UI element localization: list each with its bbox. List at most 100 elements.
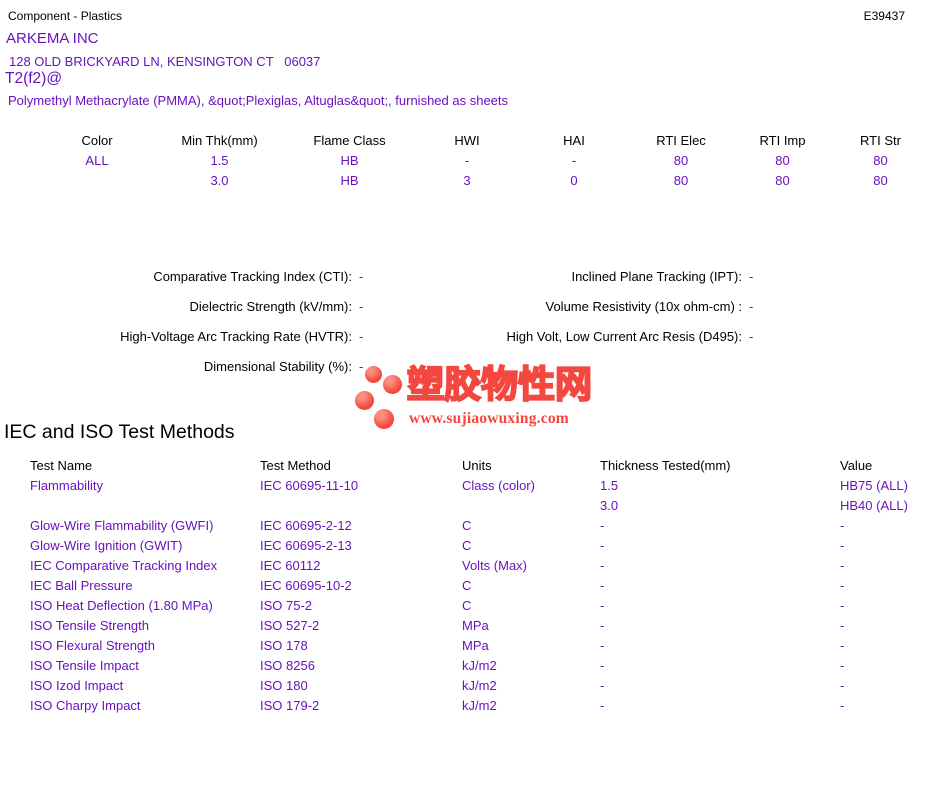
table-cell bbox=[260, 495, 462, 515]
table-cell: 80 bbox=[775, 152, 790, 168]
property-value: - bbox=[749, 299, 754, 314]
column-header-hai: HAI bbox=[563, 132, 585, 148]
table-cell: - bbox=[600, 597, 605, 613]
table-cell: ISO Tensile Impact bbox=[30, 657, 139, 673]
table-cell: ISO Heat Deflection (1.80 MPa) bbox=[30, 597, 213, 613]
property-label: High-Voltage Arc Tracking Rate (HVTR): bbox=[120, 329, 352, 344]
table-cell: - bbox=[840, 657, 845, 673]
table-cell: - bbox=[840, 617, 845, 633]
column-header-units: Units bbox=[462, 457, 492, 473]
table-row: Flammability IEC 60695-11-10 Class (colo… bbox=[30, 475, 920, 495]
property-label: Inclined Plane Tracking (IPT): bbox=[571, 269, 742, 284]
table-cell: ISO 178 bbox=[260, 637, 308, 653]
table-row: ISO Tensile Strength ISO 527-2 MPa - - bbox=[30, 615, 920, 635]
table-cell: - bbox=[600, 577, 605, 593]
table-cell: ISO 75-2 bbox=[260, 597, 313, 613]
column-header-hwi: HWI bbox=[454, 132, 480, 148]
watermark-chinese-logo: 塑胶物性网 bbox=[406, 363, 593, 406]
table-cell: Flammability bbox=[30, 477, 103, 493]
table-cell: ISO 8256 bbox=[260, 657, 315, 673]
table-cell: - bbox=[840, 577, 845, 593]
doc-type-label: Component - Plastics bbox=[8, 9, 123, 23]
column-header-test-name: Test Name bbox=[30, 457, 93, 473]
file-number: E39437 bbox=[863, 9, 905, 23]
table-row: ISO Charpy Impact ISO 179-2 kJ/m2 - - bbox=[30, 695, 920, 715]
table-cell: HB bbox=[340, 152, 359, 168]
table-cell: 80 bbox=[673, 172, 689, 188]
table-row: ALL 1.5 HB - - 80 80 80 bbox=[40, 150, 930, 170]
company-address: 128 OLD BRICKYARD LN, KENSINGTON CT 0603… bbox=[9, 54, 321, 69]
column-header-rti-elec: RTI Elec bbox=[656, 132, 706, 148]
property-value: - bbox=[359, 299, 364, 314]
table-cell: HB bbox=[340, 172, 359, 188]
table-cell: Glow-Wire Flammability (GWFI) bbox=[30, 517, 214, 533]
table-cell: MPa bbox=[462, 637, 489, 653]
table-row: ISO Flexural Strength ISO 178 MPa - - bbox=[30, 635, 920, 655]
watermark-website-url: www.sujiaowuxing.com bbox=[409, 410, 569, 427]
table-cell: - bbox=[600, 697, 605, 713]
iec-header-row: Test Name Test Method Units Thickness Te… bbox=[30, 455, 920, 475]
table-cell: 0 bbox=[570, 172, 578, 188]
table-cell: C bbox=[462, 597, 472, 613]
column-header-value: Value bbox=[840, 457, 873, 473]
property-value: - bbox=[359, 329, 364, 344]
electrical-properties-section: Comparative Tracking Index (CTI): - Incl… bbox=[0, 262, 950, 382]
table-cell: HB75 (ALL) bbox=[840, 477, 908, 493]
table-cell: - bbox=[600, 657, 605, 673]
table-cell: ISO Tensile Strength bbox=[30, 617, 149, 633]
table-cell: 80 bbox=[873, 172, 888, 188]
table-cell: ISO 527-2 bbox=[260, 617, 320, 633]
table-cell: - bbox=[840, 697, 845, 713]
company-name: ARKEMA INC bbox=[6, 30, 99, 47]
table-cell: - bbox=[840, 677, 845, 693]
table-cell: - bbox=[600, 637, 605, 653]
table-cell: 1.5 bbox=[600, 477, 619, 493]
table-cell: - bbox=[600, 677, 605, 693]
ratings-table: Color Min Thk(mm) Flame Class HWI HAI RT… bbox=[40, 130, 930, 190]
iec-iso-test-table: Test Name Test Method Units Thickness Te… bbox=[30, 455, 920, 715]
table-cell: HB40 (ALL) bbox=[840, 497, 908, 513]
table-cell: - bbox=[600, 537, 605, 553]
property-label: Volume Resistivity (10x ohm-cm) : bbox=[545, 299, 743, 314]
table-cell: Volts (Max) bbox=[462, 557, 528, 573]
table-cell: IEC 60112 bbox=[260, 557, 321, 573]
property-label: Comparative Tracking Index (CTI): bbox=[153, 269, 352, 284]
table-cell: 80 bbox=[673, 152, 689, 168]
table-row: ISO Izod Impact ISO 180 kJ/m2 - - bbox=[30, 675, 920, 695]
property-value: - bbox=[749, 329, 754, 344]
column-header-min-thk: Min Thk(mm) bbox=[181, 132, 258, 148]
table-cell: ISO 179-2 bbox=[260, 697, 320, 713]
table-cell: ISO Charpy Impact bbox=[30, 697, 141, 713]
table-row: IEC Comparative Tracking Index IEC 60112… bbox=[30, 555, 920, 575]
logo-dot-icon bbox=[365, 366, 382, 383]
property-label: Dielectric Strength (kV/mm): bbox=[189, 299, 352, 314]
table-cell: - bbox=[600, 617, 605, 633]
table-cell: MPa bbox=[462, 617, 489, 633]
table-cell: ISO Izod Impact bbox=[30, 677, 124, 693]
table-row: Glow-Wire Flammability (GWFI) IEC 60695-… bbox=[30, 515, 920, 535]
table-cell: - bbox=[840, 637, 845, 653]
table-cell: - bbox=[600, 557, 605, 573]
property-label: High Volt, Low Current Arc Resis (D495): bbox=[506, 329, 742, 344]
logo-dot-icon bbox=[374, 409, 394, 429]
table-cell: IEC 60695-11-10 bbox=[260, 477, 359, 493]
table-cell: ISO 180 bbox=[260, 677, 308, 693]
table-cell: Class (color) bbox=[462, 477, 535, 493]
table-cell: C bbox=[462, 577, 472, 593]
table-cell: - bbox=[464, 152, 470, 168]
column-header-thickness: Thickness Tested(mm) bbox=[600, 457, 731, 473]
table-cell: kJ/m2 bbox=[462, 677, 497, 693]
table-cell: - bbox=[571, 152, 577, 168]
table-cell: C bbox=[462, 517, 472, 533]
table-cell: IEC Ball Pressure bbox=[30, 577, 133, 593]
property-value: - bbox=[749, 269, 754, 284]
table-cell: - bbox=[840, 517, 845, 533]
column-header-test-method: Test Method bbox=[260, 457, 331, 473]
table-cell: 3.0 bbox=[600, 497, 619, 513]
table-cell bbox=[40, 170, 154, 190]
model-designation: T2(f2)@ bbox=[5, 70, 63, 87]
logo-dot-icon bbox=[383, 375, 402, 394]
property-label: Dimensional Stability (%): bbox=[203, 359, 352, 374]
table-cell bbox=[462, 495, 600, 515]
property-value: - bbox=[359, 269, 364, 284]
